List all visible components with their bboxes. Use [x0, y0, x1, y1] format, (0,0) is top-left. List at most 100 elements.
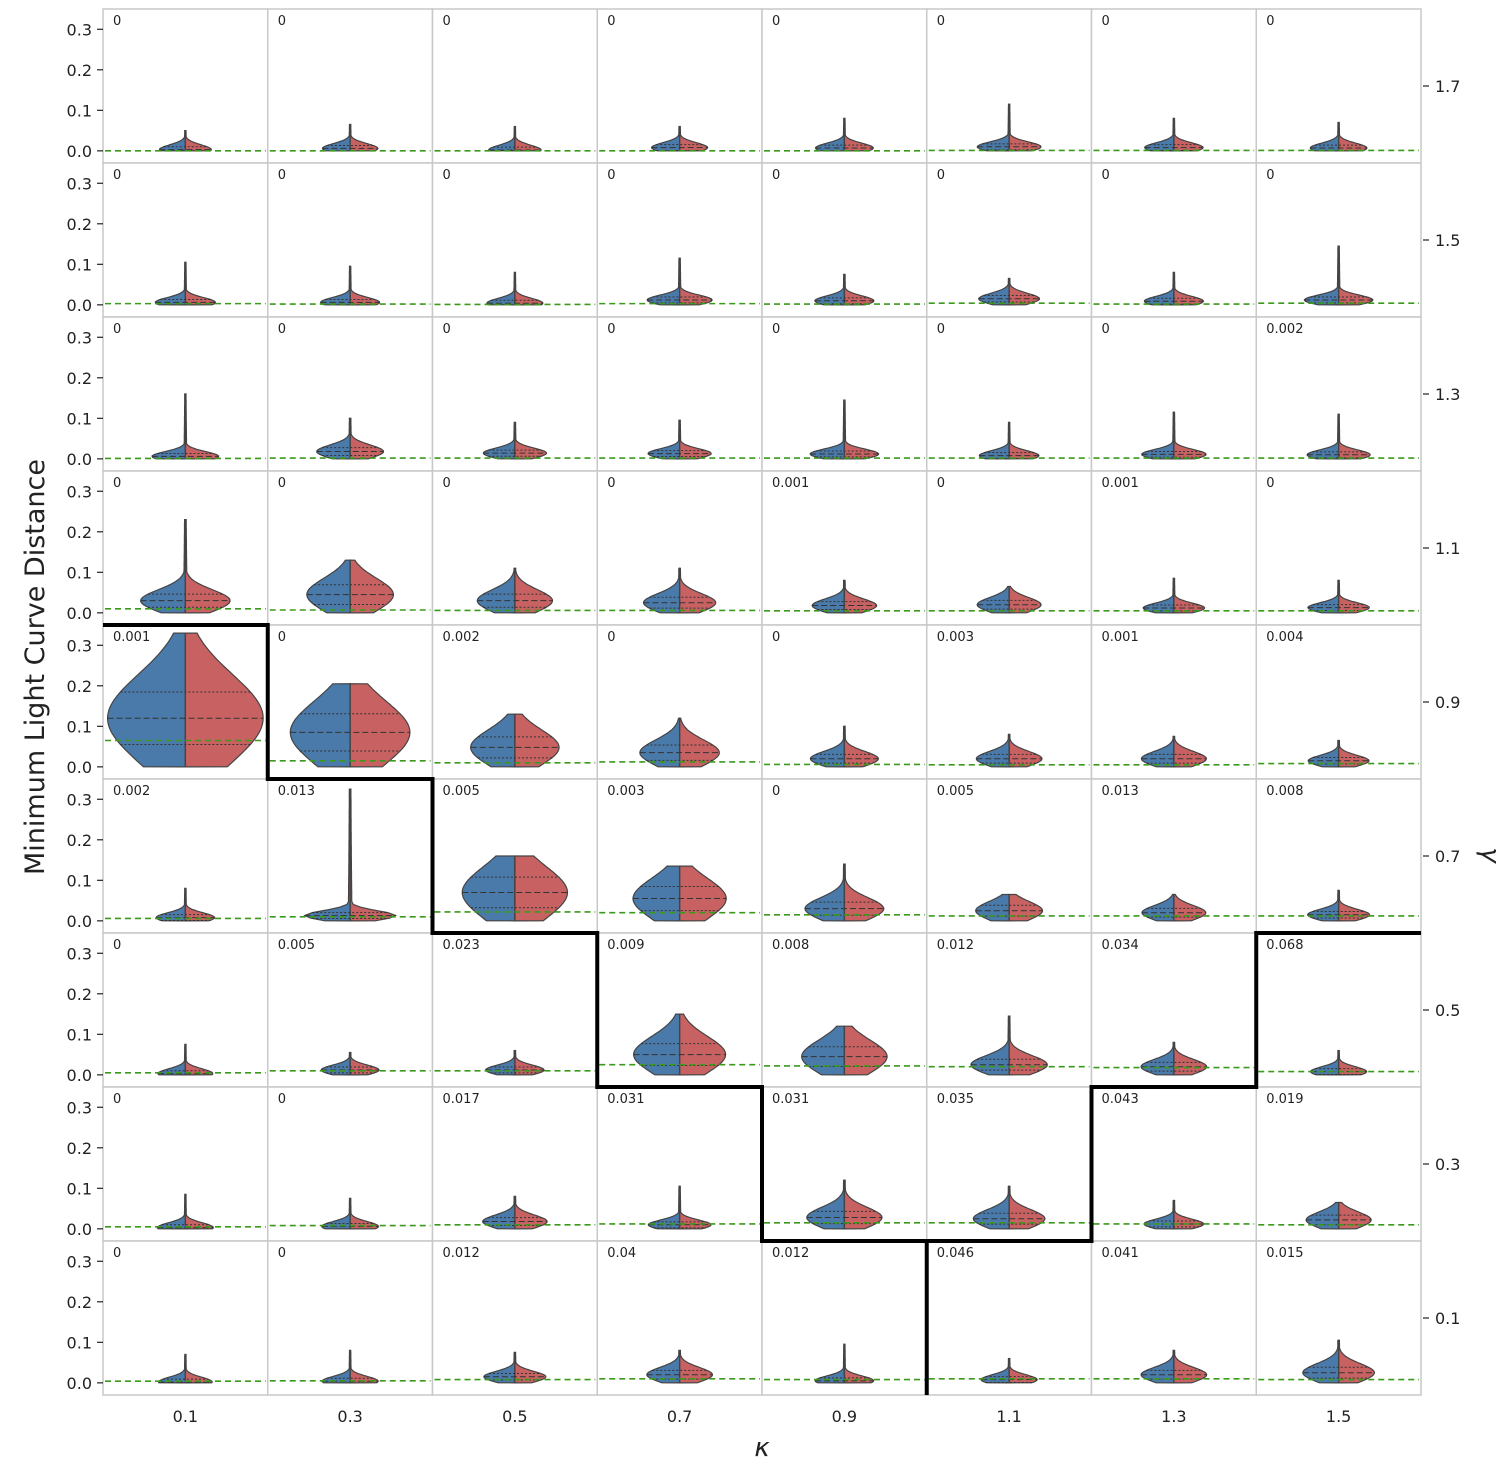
- panel-annotation: 0.013: [1102, 784, 1139, 799]
- panel-r7-c3: 0.031: [596, 1086, 763, 1242]
- panel-r6-c4: 0.008: [761, 932, 928, 1088]
- panel-r8-c6: 0.041: [1090, 1240, 1257, 1396]
- panel-annotation: 0.043: [1102, 1092, 1139, 1107]
- panel-r5-c4: 0: [761, 778, 928, 934]
- panel-frame: [926, 316, 1093, 472]
- panel-annotation: 0: [607, 322, 615, 337]
- y-tick-label: 0.2: [67, 985, 92, 1004]
- panel-r6-c6: 0.034: [1090, 932, 1257, 1088]
- panel-r2-c0: 0: [102, 316, 269, 472]
- panel-annotation: 0.001: [113, 630, 150, 645]
- panel-annotation: 0: [1266, 168, 1274, 183]
- violin-left-half: [1140, 1349, 1175, 1384]
- row-axis-label: γ: [1475, 847, 1505, 864]
- panel-r8-c2: 0.012: [431, 1240, 598, 1396]
- y-axis-label: Minimum Light Curve Distance: [20, 459, 51, 875]
- panels-layer: 0 0 0 0 0 0 0 0 0 0 0 0 0 0 0 0 0 0 0 0 0 0 0 0.002 0 0 0 0 0.001 0 0.…: [102, 8, 1422, 1396]
- violin-right-half: [184, 393, 220, 460]
- panel-r2-c6: 0: [1090, 316, 1257, 472]
- y-tick-label: 0.1: [67, 871, 92, 890]
- violin-right-half: [184, 887, 216, 922]
- panel-r5-c0: 0.002: [102, 778, 269, 934]
- violin-left-half: [801, 1025, 845, 1076]
- panel-annotation: 0.005: [443, 784, 480, 799]
- violin-left-half: [639, 717, 681, 768]
- panel-annotation: 0: [607, 168, 615, 183]
- panel-annotation: 0.019: [1266, 1092, 1303, 1107]
- panel-frame: [1255, 778, 1422, 934]
- panel-annotation: 0.005: [937, 784, 974, 799]
- kappa-tick-label: 0.3: [337, 1407, 362, 1426]
- violin-right-half: [349, 683, 411, 768]
- violin-left-half: [1140, 735, 1175, 768]
- panel-annotation: 0.046: [937, 1246, 974, 1261]
- violin-left-half: [975, 733, 1010, 768]
- y-tick-label: 0.2: [67, 1293, 92, 1312]
- panel-annotation: 0.008: [1266, 784, 1303, 799]
- y-tick-label: 0.0: [67, 912, 92, 931]
- violin-left-half: [107, 632, 186, 768]
- violin-right-half: [843, 1025, 888, 1076]
- panel-r8-c0: 0: [102, 1240, 269, 1396]
- panel-r1-c6: 0: [1090, 162, 1257, 318]
- kappa-tick-label: 0.7: [667, 1407, 692, 1426]
- violin-left-half: [978, 277, 1010, 306]
- panel-annotation: 0: [443, 322, 451, 337]
- panel-annotation: 0: [1102, 322, 1110, 337]
- violin-left-half: [461, 855, 516, 922]
- panel-annotation: 0.001: [772, 476, 809, 491]
- violin-left-half: [483, 1351, 516, 1384]
- violin-right-half: [679, 257, 713, 306]
- y-tick-label: 0.0: [67, 450, 92, 469]
- panel-r6-c2: 0.023: [431, 932, 598, 1088]
- panel-annotation: 0: [937, 476, 945, 491]
- panel-r1-c4: 0: [761, 162, 928, 318]
- violin-left-half: [1142, 577, 1175, 614]
- panel-annotation: 0.04: [607, 1246, 636, 1261]
- violin-left-half: [647, 419, 681, 460]
- panel-annotation: 0.009: [607, 938, 644, 953]
- kappa-tick-label: 0.9: [832, 1407, 857, 1426]
- y-tick-label: 0.0: [67, 1066, 92, 1085]
- panel-r3-c0: 0: [102, 470, 269, 626]
- violin-left-half: [1307, 739, 1340, 768]
- violin-right-half: [514, 1195, 548, 1230]
- y-tick-label: 0.3: [67, 636, 92, 655]
- panel-annotation: 0: [607, 14, 615, 29]
- gamma-tick-label: 0.5: [1435, 1001, 1460, 1020]
- panel-annotation: 0.013: [278, 784, 315, 799]
- violin-left-half: [976, 585, 1010, 614]
- y-tick-label: 0.0: [67, 296, 92, 315]
- y-tick-label: 0.3: [67, 1098, 92, 1117]
- violin-right-half: [843, 1179, 883, 1230]
- panel-annotation: 0: [443, 168, 451, 183]
- gamma-tick-label: 1.1: [1435, 539, 1460, 558]
- panel-annotation: 0: [278, 630, 286, 645]
- panel-r4-c6: 0.001: [1090, 624, 1257, 780]
- violin-right-half: [1008, 585, 1042, 614]
- panel-annotation: 0: [772, 322, 780, 337]
- violin-right-half: [514, 1049, 545, 1076]
- violin-left-half: [1309, 121, 1340, 152]
- panel-annotation: 0: [772, 784, 780, 799]
- violin-right-half: [1008, 1015, 1048, 1076]
- violin-right-half: [349, 788, 398, 922]
- y-tick-label: 0.0: [67, 1374, 92, 1393]
- violin-left-half: [303, 788, 351, 922]
- violin-left-half: [482, 1195, 516, 1230]
- panel-r7-c4: 0.031: [761, 1086, 928, 1242]
- violin-right-half: [1173, 117, 1204, 152]
- panel-r5-c5: 0.005: [926, 778, 1093, 934]
- violin-right-half: [1338, 739, 1370, 768]
- panel-r7-c7: 0.019: [1255, 1086, 1422, 1242]
- y-tick-label: 0.2: [67, 215, 92, 234]
- panel-annotation: 0: [1102, 14, 1110, 29]
- panel-annotation: 0: [1266, 476, 1274, 491]
- panel-annotation: 0.001: [1102, 630, 1139, 645]
- panel-r8-c1: 0: [267, 1240, 434, 1396]
- panel-r3-c2: 0: [431, 470, 598, 626]
- panel-r5-c2: 0.005: [431, 778, 598, 934]
- panel-annotation: 0: [937, 322, 945, 337]
- panel-annotation: 0: [113, 476, 121, 491]
- violin-right-half: [1173, 577, 1206, 614]
